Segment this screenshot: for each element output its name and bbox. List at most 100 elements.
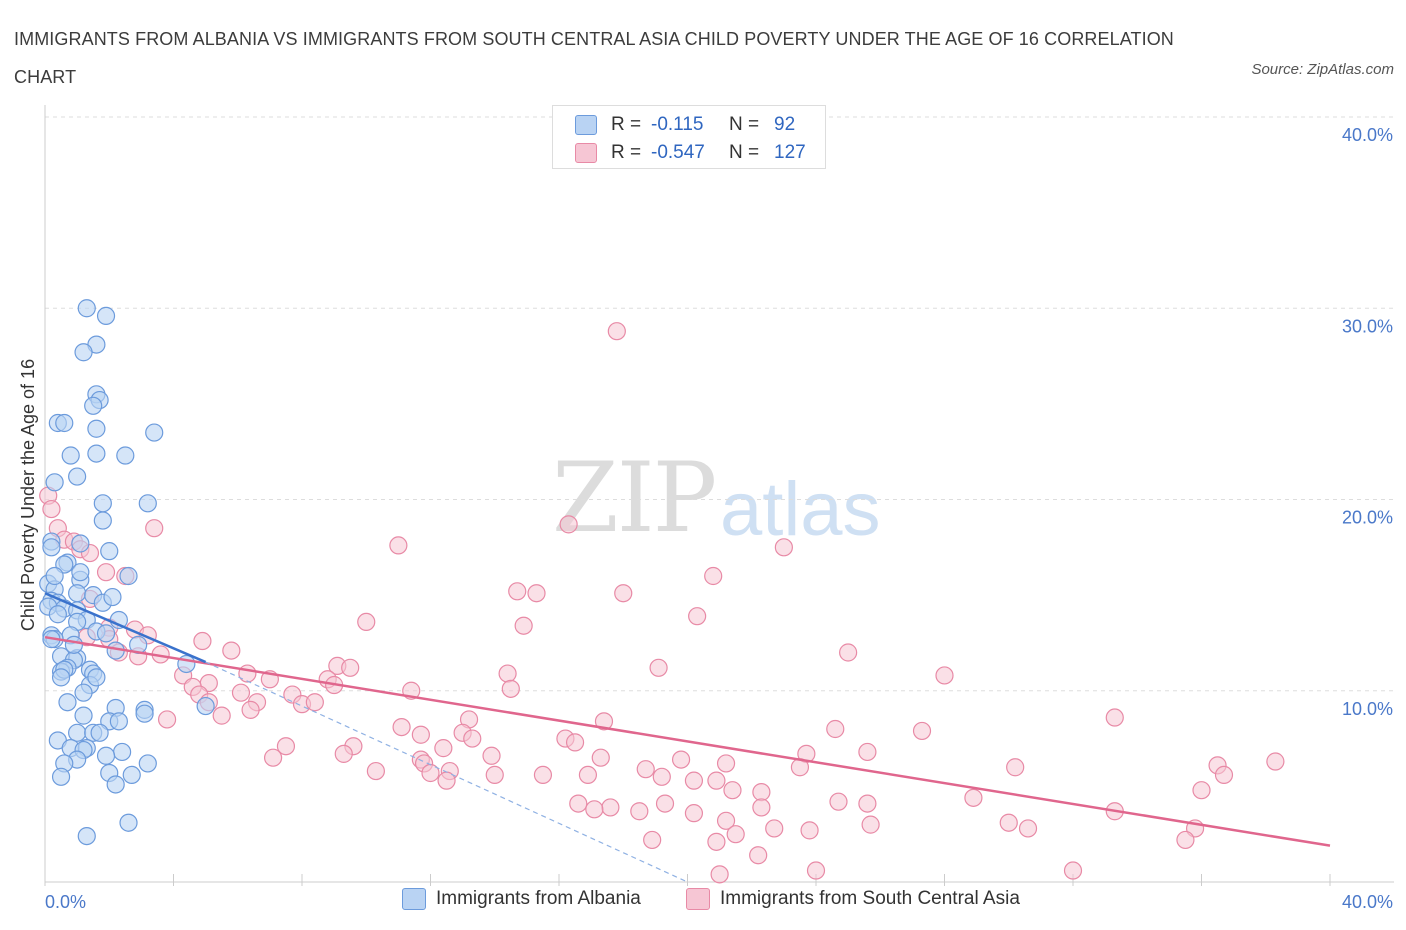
legend-r-value: -0.547 bbox=[651, 142, 705, 163]
y-tick-label: 10.0% bbox=[1342, 699, 1393, 719]
data-point-south-central-asia bbox=[765, 819, 784, 838]
data-point-albania bbox=[51, 668, 71, 687]
data-point-south-central-asia bbox=[231, 683, 251, 702]
legend-swatch-south-central-asia bbox=[575, 143, 597, 163]
legend-item-south-central-asia[interactable]: Immigrants from South Central Asia bbox=[686, 888, 1020, 910]
data-point-albania bbox=[64, 635, 84, 654]
data-point-south-central-asia bbox=[533, 765, 553, 785]
data-point-south-central-asia bbox=[334, 744, 353, 763]
data-point-south-central-asia bbox=[514, 616, 533, 635]
data-point-albania bbox=[145, 423, 164, 442]
data-point-albania bbox=[90, 723, 109, 742]
data-point-albania bbox=[51, 767, 71, 786]
data-point-south-central-asia bbox=[649, 658, 668, 677]
data-point-albania bbox=[71, 563, 90, 582]
data-point-albania bbox=[116, 446, 135, 465]
data-point-south-central-asia bbox=[999, 813, 1018, 832]
x-tick-labels: 0.0% 40.0% bbox=[45, 892, 1393, 912]
data-point-albania bbox=[74, 343, 93, 362]
data-point-south-central-asia bbox=[463, 729, 482, 748]
data-point-albania bbox=[58, 693, 77, 712]
data-point-albania bbox=[84, 396, 103, 415]
legend-row-south-central-asia: R = -0.547 N = 127 bbox=[575, 139, 806, 167]
trend-line-albania bbox=[44, 592, 207, 664]
data-point-albania bbox=[87, 419, 106, 438]
data-point-south-central-asia bbox=[305, 693, 324, 712]
data-point-south-central-asia bbox=[501, 679, 520, 698]
data-point-south-central-asia bbox=[655, 794, 675, 813]
legend-item-albania[interactable]: Immigrants from Albania bbox=[402, 888, 641, 910]
data-point-south-central-asia bbox=[774, 538, 793, 557]
data-point-south-central-asia bbox=[263, 748, 283, 767]
data-point-south-central-asia bbox=[839, 643, 858, 662]
data-point-south-central-asia bbox=[630, 802, 649, 821]
data-point-south-central-asia bbox=[858, 742, 877, 762]
y-tick-label: 40.0% bbox=[1342, 125, 1393, 145]
data-point-albania bbox=[68, 584, 87, 603]
data-point-south-central-asia bbox=[212, 706, 231, 725]
data-point-albania bbox=[45, 566, 64, 586]
legend-label-albania: Immigrants from Albania bbox=[436, 888, 641, 909]
data-point-albania bbox=[93, 511, 112, 530]
data-point-south-central-asia bbox=[341, 658, 360, 677]
data-point-south-central-asia bbox=[238, 664, 257, 683]
legend-r-label: R = bbox=[611, 114, 642, 135]
y-tick-label: 30.0% bbox=[1342, 316, 1393, 336]
data-point-south-central-asia bbox=[1018, 819, 1038, 838]
data-point-albania bbox=[122, 765, 141, 785]
data-point-albania bbox=[135, 704, 154, 723]
data-point-south-central-asia bbox=[565, 733, 585, 752]
data-point-south-central-asia bbox=[826, 719, 845, 739]
data-point-south-central-asia bbox=[498, 664, 517, 683]
data-point-south-central-asia bbox=[578, 765, 598, 785]
data-point-albania bbox=[96, 306, 116, 325]
trend-lines bbox=[44, 592, 1331, 883]
chart-title: IMMIGRANTS FROM ALBANIA VS IMMIGRANTS FR… bbox=[14, 29, 1174, 87]
data-point-south-central-asia bbox=[508, 582, 527, 601]
data-point-south-central-asia bbox=[1266, 752, 1285, 771]
watermark-zip: ZIP bbox=[552, 442, 717, 554]
legend-n-label: N = bbox=[729, 114, 760, 135]
data-point-south-central-asia bbox=[389, 536, 408, 555]
data-point-south-central-asia bbox=[829, 792, 848, 811]
data-point-south-central-asia bbox=[643, 830, 662, 850]
data-point-south-central-asia bbox=[716, 754, 736, 773]
data-point-albania bbox=[74, 683, 93, 702]
data-point-albania bbox=[77, 299, 96, 318]
data-point-albania bbox=[96, 624, 116, 643]
data-point-albania bbox=[68, 467, 87, 486]
data-point-south-central-asia bbox=[434, 739, 453, 758]
data-point-south-central-asia bbox=[585, 800, 604, 819]
trend-line-south-central-asia bbox=[44, 635, 1331, 847]
data-point-albania bbox=[42, 538, 61, 557]
data-point-south-central-asia bbox=[1105, 708, 1124, 727]
data-point-south-central-asia bbox=[671, 750, 691, 769]
data-point-south-central-asia bbox=[559, 515, 578, 534]
legend-row-albania: R = -0.115 N = 92 bbox=[575, 111, 795, 139]
data-point-south-central-asia bbox=[1006, 758, 1025, 777]
data-point-albania bbox=[93, 494, 112, 513]
data-point-south-central-asia bbox=[726, 825, 745, 844]
legend-r-label: R = bbox=[611, 142, 642, 163]
x-tick-label-min: 0.0% bbox=[45, 892, 86, 912]
data-point-albania bbox=[77, 826, 96, 846]
data-point-south-central-asia bbox=[688, 607, 707, 626]
data-point-south-central-asia bbox=[157, 710, 177, 729]
data-point-south-central-asia bbox=[591, 748, 610, 767]
data-point-south-central-asia bbox=[96, 563, 116, 582]
data-point-south-central-asia bbox=[527, 584, 546, 603]
trend-line-albania-extrapolated bbox=[205, 661, 688, 883]
data-point-albania bbox=[119, 813, 138, 832]
data-point-south-central-asia bbox=[749, 846, 768, 865]
watermark-atlas: atlas bbox=[720, 467, 881, 552]
data-point-south-central-asia bbox=[1192, 781, 1211, 800]
data-point-south-central-asia bbox=[912, 721, 932, 741]
data-point-south-central-asia bbox=[601, 798, 620, 817]
data-point-south-central-asia bbox=[723, 781, 742, 800]
data-point-south-central-asia bbox=[707, 832, 726, 851]
data-point-albania bbox=[71, 534, 90, 553]
y-axis-label: Child Poverty Under the Age of 16 bbox=[18, 359, 38, 631]
data-point-albania bbox=[100, 542, 119, 561]
data-point-albania bbox=[96, 746, 116, 765]
data-point-albania bbox=[103, 587, 122, 607]
